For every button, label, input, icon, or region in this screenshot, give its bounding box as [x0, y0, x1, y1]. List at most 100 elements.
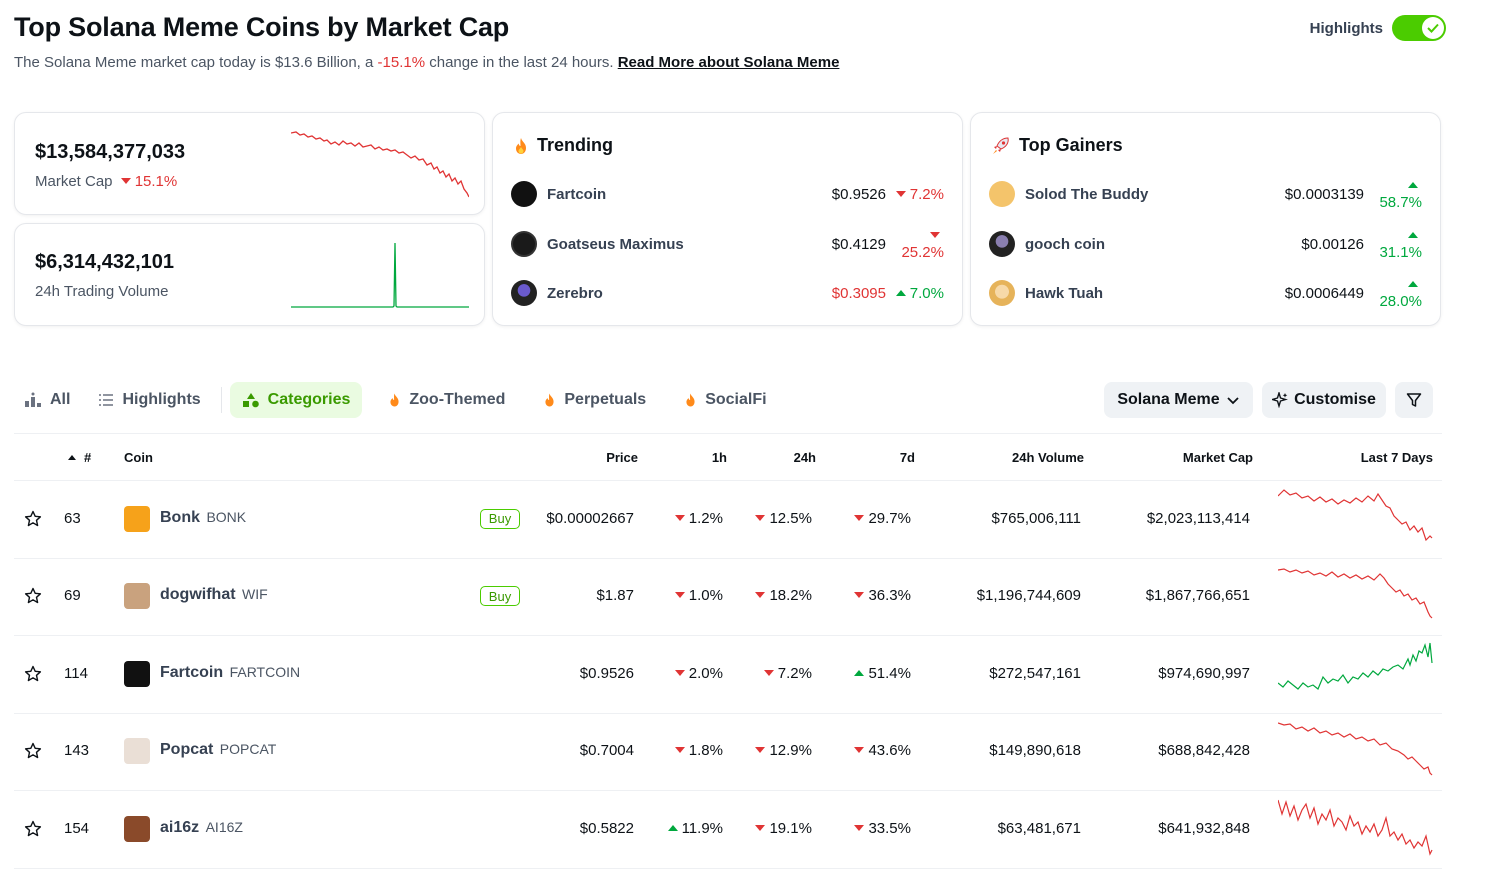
change-h24: 12.9%	[740, 742, 812, 759]
caret-down-icon	[674, 747, 685, 754]
caret-up-icon	[667, 824, 678, 831]
trading-volume-card: $6,314,432,101 24h Trading Volume	[14, 223, 485, 326]
change-h1-value: 1.0%	[688, 587, 723, 605]
star-icon[interactable]	[24, 665, 42, 683]
customise-button[interactable]: Customise	[1262, 382, 1386, 418]
coin-market-cap: $974,690,997	[1158, 664, 1250, 682]
chevron-down-icon	[1226, 397, 1239, 405]
tab-label: Perpetuals	[564, 391, 647, 408]
gainer-item-name: Solod The Buddy	[1025, 185, 1149, 203]
coin-name-text: dogwifhat	[160, 586, 236, 604]
header-24h-volume[interactable]: 24h Volume	[1011, 450, 1084, 465]
caret-down-icon	[763, 669, 774, 676]
highlights-switch[interactable]	[1392, 15, 1446, 41]
change-h1: 2.0%	[650, 665, 723, 682]
trending-item[interactable]: Goatseus Maximus $0.4129 25.2%	[511, 230, 944, 261]
coin-sparkline	[1278, 799, 1433, 856]
change-h1-value: 11.9%	[681, 819, 723, 837]
header-1h[interactable]: 1h	[711, 450, 727, 465]
market-cap-change: 15.1%	[117, 173, 177, 190]
header-24h[interactable]: 24h	[793, 450, 816, 465]
header-price[interactable]: Price	[606, 450, 638, 465]
header-rank-label: #	[84, 450, 92, 465]
trending-item[interactable]: Zerebro $0.3095 7.0%	[511, 279, 944, 307]
buy-button[interactable]: Buy	[480, 508, 520, 529]
header-7d[interactable]: 7d	[899, 450, 915, 465]
gainer-item-name: Hawk Tuah	[1025, 284, 1104, 302]
change-h24: 12.5%	[740, 510, 812, 527]
change-d7: 43.6%	[820, 742, 911, 759]
filter-button[interactable]	[1395, 382, 1433, 418]
bar-chart-icon	[25, 392, 41, 407]
fire-icon	[516, 137, 526, 154]
caret-up-icon	[854, 669, 865, 676]
gainer-item[interactable]: Hawk Tuah $0.0006449 28.0%	[989, 276, 1422, 310]
gainer-item-change-value: 28.0%	[1379, 293, 1422, 310]
trending-item[interactable]: Fartcoin $0.9526 7.2%	[511, 180, 944, 208]
change-h1-value: 2.0%	[688, 664, 723, 682]
change-h24-value: 18.2%	[769, 587, 812, 605]
fire-icon	[545, 393, 554, 407]
tab-socialfi[interactable]: SocialFi	[672, 382, 778, 418]
caret-down-icon	[674, 669, 685, 676]
header-market-cap[interactable]: Market Cap	[1182, 450, 1253, 465]
tab-label: SocialFi	[705, 391, 767, 408]
coin-rank: 69	[64, 587, 81, 605]
buy-button[interactable]: Buy	[480, 586, 520, 607]
tab-zoo-themed[interactable]: Zoo-Themed	[376, 382, 517, 418]
change-h24-value: 7.2%	[777, 664, 812, 682]
change-h24-value: 19.1%	[769, 819, 812, 837]
coin-24h-volume: $1,196,744,609	[976, 587, 1081, 605]
market-cap-card: $13,584,377,033 Market Cap 15.1%	[14, 112, 485, 215]
trending-item-price: $0.9526	[831, 185, 886, 203]
category-select[interactable]: Solana Meme	[1104, 382, 1253, 418]
header-coin[interactable]: Coin	[124, 450, 153, 465]
tab-perpetuals[interactable]: Perpetuals	[531, 382, 658, 418]
trending-item-change-value: 25.2%	[901, 244, 944, 261]
coin-price: $0.9526	[579, 664, 634, 682]
coin-name[interactable]: Bonk BONK	[160, 509, 246, 527]
highlights-toggle[interactable]: Highlights	[1310, 15, 1446, 41]
star-icon[interactable]	[24, 742, 42, 760]
tab-label: Highlights	[122, 391, 201, 408]
coin-price: $1.87	[596, 587, 634, 605]
gainer-item[interactable]: gooch coin $0.00126 31.1%	[989, 230, 1422, 261]
change-h1: 1.0%	[650, 587, 723, 604]
coin-symbol: POPCAT	[219, 741, 277, 758]
coin-logo	[124, 815, 150, 842]
star-icon[interactable]	[24, 510, 42, 528]
coin-name[interactable]: Popcat POPCAT	[160, 741, 276, 759]
tab-highlights[interactable]: Highlights	[86, 382, 212, 418]
page-subtitle: The Solana Meme market cap today is $13.…	[14, 54, 839, 71]
fire-icon	[390, 393, 399, 407]
tab-categories[interactable]: Categories	[229, 382, 363, 418]
gainer-item[interactable]: Solod The Buddy $0.0003139 58.7%	[989, 180, 1422, 211]
gainer-item-price: $0.0003139	[1284, 185, 1364, 203]
top-gainers-header: Top Gainers	[991, 135, 1123, 156]
change-d7-value: 43.6%	[868, 742, 911, 760]
coin-name[interactable]: ai16z AI16Z	[160, 819, 243, 837]
sort-asc-icon	[68, 455, 76, 460]
coin-rank: 114	[64, 664, 88, 682]
read-more-link[interactable]: Read More about Solana Meme	[617, 54, 840, 71]
gainer-item-name: gooch coin	[1025, 235, 1105, 253]
change-h24: 18.2%	[740, 587, 812, 604]
coin-avatar	[989, 231, 1015, 257]
caret-down-icon	[930, 232, 940, 238]
tab-all[interactable]: All	[14, 382, 82, 418]
trending-item-change-value: 7.0%	[909, 284, 944, 302]
caret-up-icon	[1408, 232, 1418, 238]
coin-name-text: Popcat	[160, 741, 214, 759]
change-h1-value: 1.2%	[688, 509, 723, 527]
trending-item-price: $0.4129	[831, 235, 886, 253]
row-divider	[14, 712, 1442, 714]
star-icon[interactable]	[24, 820, 42, 838]
star-icon[interactable]	[24, 587, 42, 605]
coin-avatar	[511, 280, 537, 306]
coin-logo	[124, 505, 150, 532]
gainer-item-change: 28.0%	[1370, 276, 1422, 310]
coin-sparkline	[1278, 489, 1433, 542]
coin-name[interactable]: dogwifhat WIF	[160, 586, 268, 604]
coin-name[interactable]: Fartcoin FARTCOIN	[160, 664, 300, 682]
header-rank[interactable]: #	[68, 450, 91, 465]
